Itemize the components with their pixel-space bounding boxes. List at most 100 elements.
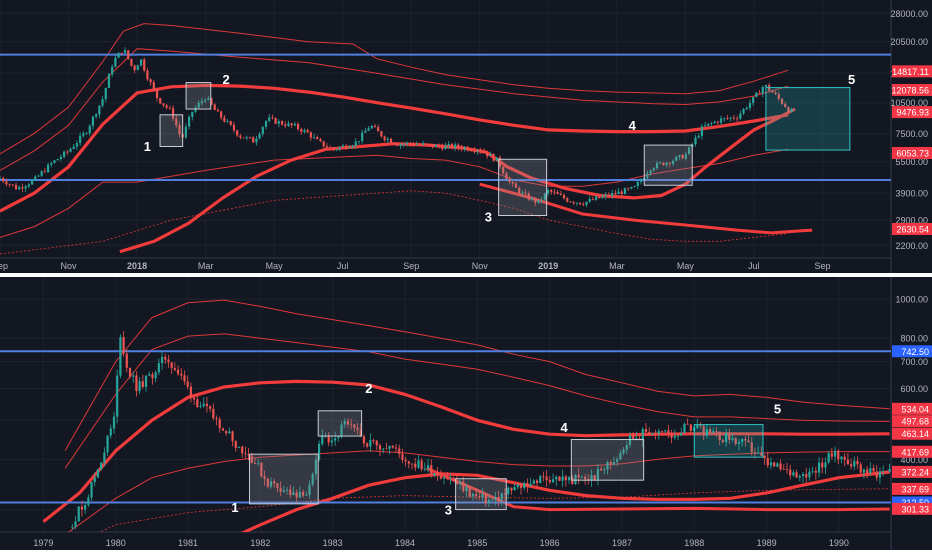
candle-body [234, 441, 237, 448]
candle-body [245, 137, 248, 139]
candle-body [268, 117, 271, 121]
candle-body [764, 84, 768, 87]
candle-body [486, 152, 489, 156]
candle-body [660, 431, 664, 432]
x-tick-label: 1981 [178, 538, 198, 548]
candle-body [421, 143, 425, 145]
candle-body [334, 438, 337, 441]
candle-body [170, 362, 173, 369]
y-tick-label: 400.00 [900, 455, 928, 465]
candle-body [305, 494, 308, 496]
candle-body [260, 462, 263, 477]
band-line-1 [64, 299, 890, 452]
candle-body [503, 493, 507, 495]
candle-body [213, 104, 216, 111]
gray-pattern-box [455, 478, 507, 511]
price-tag [892, 65, 932, 78]
x-tick-label: Sep [814, 261, 830, 271]
candle-body [426, 465, 430, 469]
candle-body [74, 521, 77, 527]
candle-body [292, 492, 295, 496]
candle-body [535, 480, 539, 483]
candle-body [303, 130, 306, 132]
candle-body [609, 461, 612, 465]
panel-background [0, 0, 932, 273]
candle-body [242, 137, 245, 139]
candle-body [457, 144, 460, 148]
candle-body [758, 92, 761, 94]
candle-body [0, 178, 2, 179]
y-tick-label: 700.00 [900, 357, 928, 367]
candle-body [84, 505, 87, 510]
candle-body [237, 446, 241, 448]
y-tick-label: 1000.00 [895, 295, 928, 305]
candle-body [125, 353, 128, 368]
candle-body [189, 386, 193, 398]
candle-body [655, 162, 659, 169]
candle-body [774, 92, 777, 95]
candle-body [75, 142, 79, 147]
candle-body [155, 89, 159, 99]
candle-body [80, 506, 84, 510]
candle-body [293, 123, 296, 126]
candle-body [100, 462, 103, 470]
candle-body [178, 125, 181, 135]
candle-body [210, 98, 213, 105]
candle-body [473, 150, 476, 152]
candle-body [271, 117, 274, 119]
x-tick-label: 1985 [467, 538, 487, 548]
candle-body [508, 178, 511, 183]
candle-body [710, 123, 713, 124]
candle-body [882, 470, 885, 472]
candle-body [112, 416, 116, 429]
candle-body [202, 403, 205, 407]
candle-body [539, 476, 542, 483]
candle-body [603, 469, 606, 471]
candle-body [337, 436, 340, 439]
candle-body [551, 479, 555, 483]
candle-body [668, 162, 671, 164]
candle-body [529, 483, 532, 487]
chart-panel-bottom: 12345300.00400.00500.00600.00700.00800.0… [0, 277, 932, 550]
candle-body [130, 58, 133, 66]
candle-body [449, 477, 452, 479]
candle-body [266, 478, 269, 487]
candle-body [114, 57, 117, 67]
candle-body [708, 429, 712, 433]
candle-body [785, 469, 789, 470]
x-tick-label: Sep [403, 261, 419, 271]
candle-body [604, 194, 607, 197]
price-tag [892, 345, 932, 358]
candle-body [382, 448, 385, 450]
candle-body [447, 143, 450, 146]
candle-body [885, 470, 888, 472]
candle-body [632, 435, 635, 439]
candle-body [755, 92, 758, 97]
candle-body [561, 476, 564, 481]
candle-body [312, 136, 316, 138]
candle-body [279, 488, 282, 492]
candle-body [798, 476, 801, 478]
candle-body [148, 374, 151, 376]
candle-body [66, 151, 69, 153]
candle-body [257, 462, 260, 464]
candle-body [869, 468, 872, 474]
candle-body [524, 192, 527, 194]
candle-body [317, 443, 321, 460]
candle-body [367, 128, 370, 131]
candle-body [136, 65, 139, 71]
candle-body [694, 137, 697, 145]
panel-background [0, 277, 932, 550]
wave-label-2: 2 [365, 381, 372, 396]
candle-body [527, 193, 530, 200]
candle-body [747, 440, 750, 443]
candle-body [34, 176, 37, 181]
candle-body [556, 192, 559, 195]
candle-body [484, 494, 487, 504]
candle-body [43, 171, 46, 173]
candle-body [402, 143, 405, 145]
candle-body [808, 471, 811, 478]
candle-body [123, 50, 127, 53]
candle-body [396, 144, 399, 146]
candle-body [212, 408, 215, 419]
